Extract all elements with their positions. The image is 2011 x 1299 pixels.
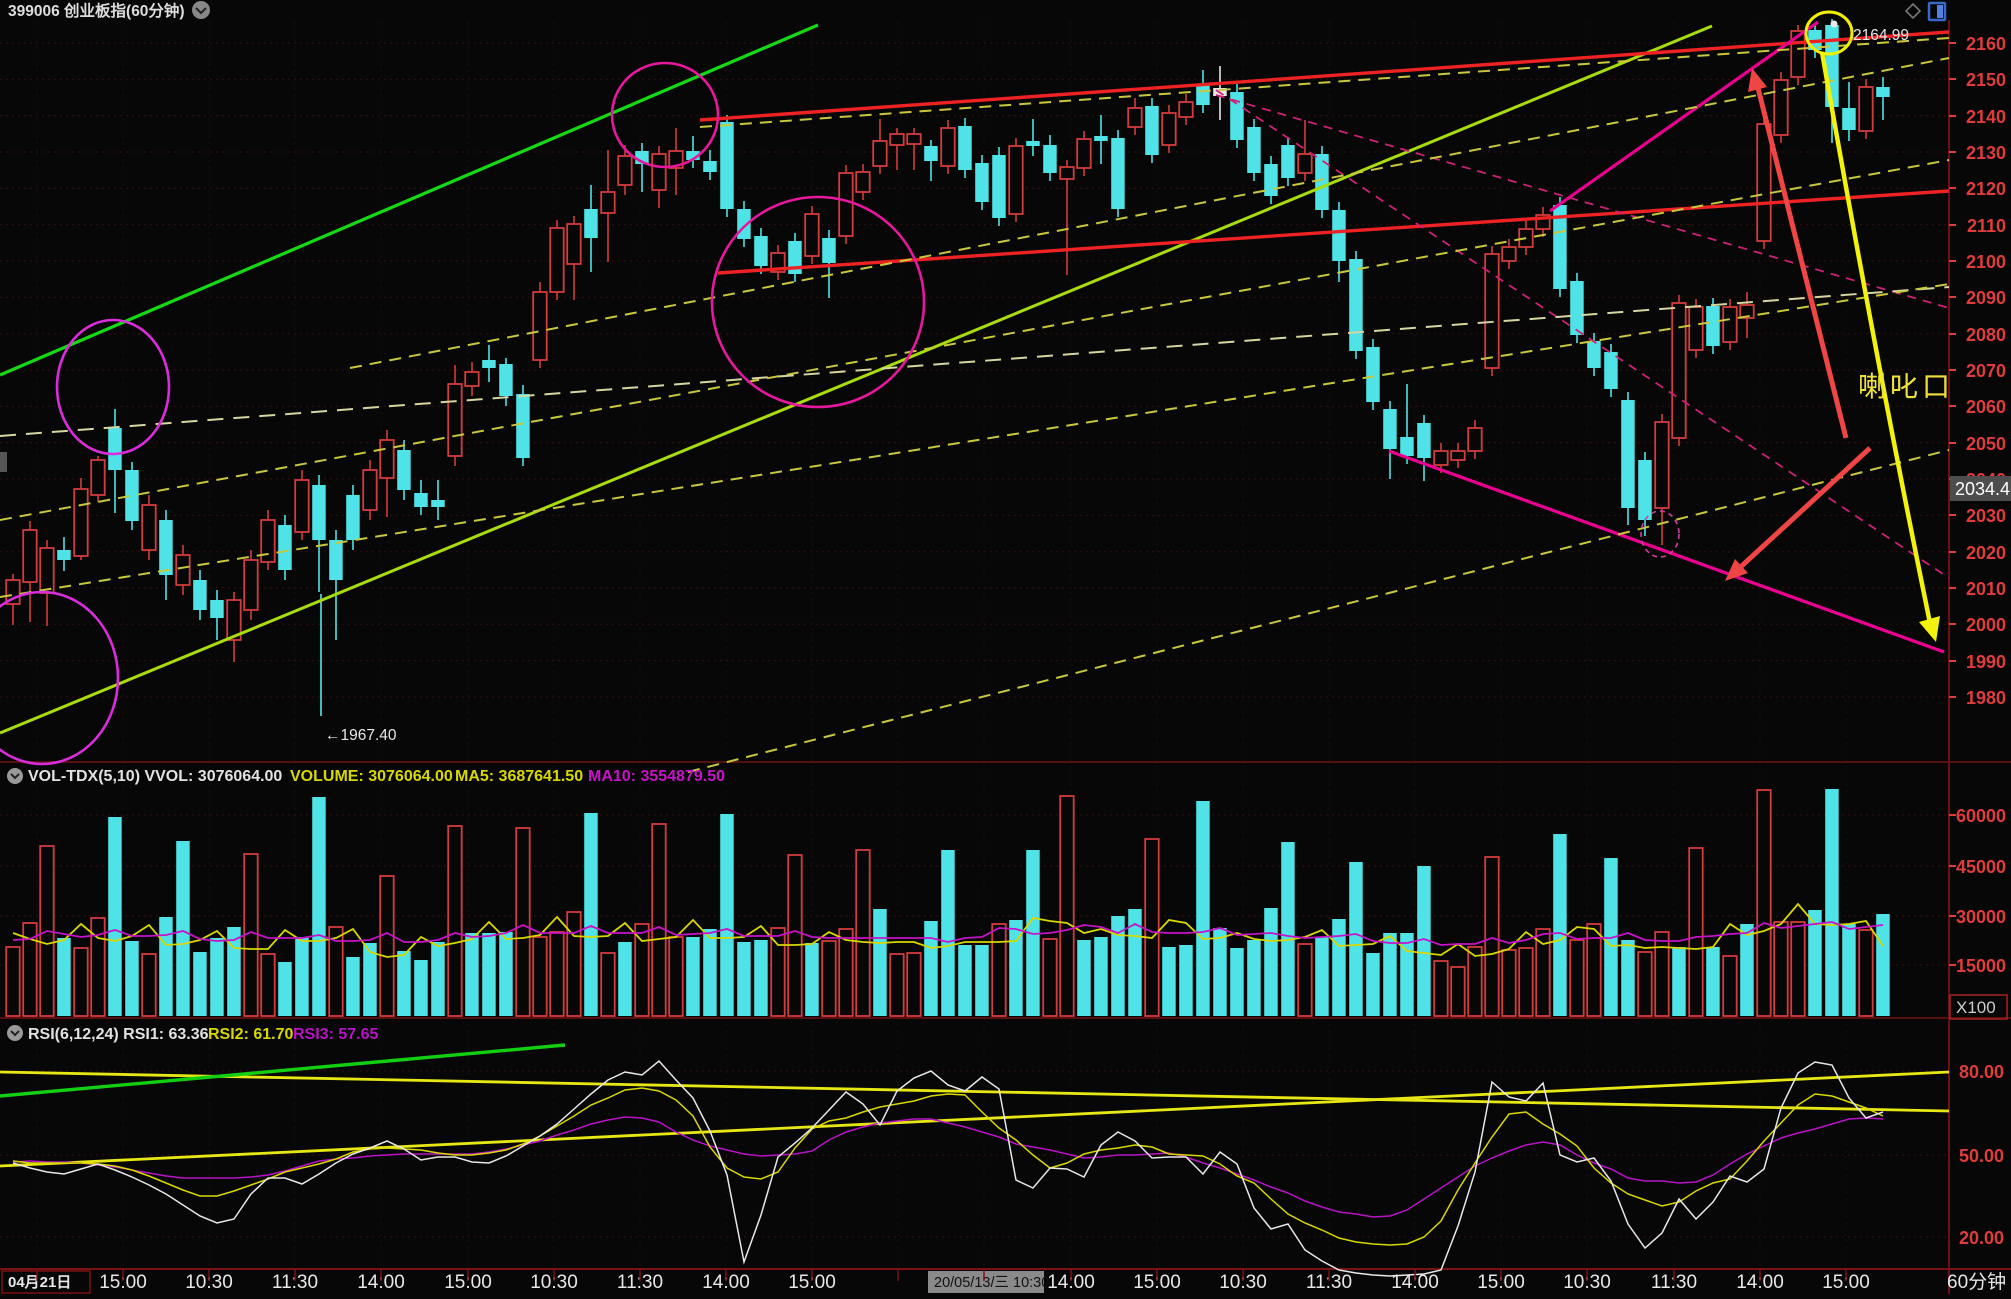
svg-text:15:00: 15:00 bbox=[788, 1272, 836, 1293]
svg-text:14:00: 14:00 bbox=[702, 1272, 750, 1293]
svg-text:←1967.40: ←1967.40 bbox=[325, 727, 397, 744]
svg-text:RSI3: 57.65: RSI3: 57.65 bbox=[293, 1026, 378, 1043]
svg-text:20/05/13/三 10:30: 20/05/13/三 10:30 bbox=[934, 1275, 1049, 1291]
svg-text:2164.99: 2164.99 bbox=[1853, 27, 1909, 44]
svg-text:2000: 2000 bbox=[1966, 615, 2006, 635]
svg-text:30000: 30000 bbox=[1956, 907, 2006, 927]
svg-text:15:00: 15:00 bbox=[1822, 1272, 1870, 1293]
svg-text:60000: 60000 bbox=[1956, 806, 2006, 826]
svg-text:1990: 1990 bbox=[1966, 652, 2006, 672]
svg-text:2070: 2070 bbox=[1966, 361, 2006, 381]
svg-text:2030: 2030 bbox=[1966, 506, 2006, 526]
svg-text:VOL-TDX(5,10) VVOL: 3076064.00: VOL-TDX(5,10) VVOL: 3076064.00 bbox=[28, 768, 282, 785]
svg-text:15:00: 15:00 bbox=[1133, 1272, 1181, 1293]
svg-text:2050: 2050 bbox=[1966, 434, 2006, 454]
svg-text:11:30: 11:30 bbox=[272, 1272, 318, 1293]
svg-text:15:00: 15:00 bbox=[1477, 1272, 1525, 1293]
svg-text:2130: 2130 bbox=[1966, 143, 2006, 163]
svg-text:14:00: 14:00 bbox=[1391, 1272, 1439, 1293]
svg-text:04月21日: 04月21日 bbox=[8, 1274, 71, 1291]
svg-text:11:30: 11:30 bbox=[1306, 1272, 1352, 1293]
svg-text:2034.4: 2034.4 bbox=[1955, 479, 2010, 499]
svg-text:VOLUME: 3076064.00: VOLUME: 3076064.00 bbox=[290, 768, 453, 785]
svg-text:1980: 1980 bbox=[1966, 688, 2006, 708]
svg-text:14:00: 14:00 bbox=[1736, 1272, 1784, 1293]
svg-text:11:30: 11:30 bbox=[1651, 1272, 1697, 1293]
svg-text:60分钟: 60分钟 bbox=[1947, 1271, 2006, 1293]
svg-text:2020: 2020 bbox=[1966, 543, 2006, 563]
svg-text:15000: 15000 bbox=[1956, 956, 2006, 976]
svg-text:RSI2: 61.70: RSI2: 61.70 bbox=[208, 1026, 293, 1043]
svg-text:11:30: 11:30 bbox=[617, 1272, 663, 1293]
svg-text:喇叱口: 喇叱口 bbox=[1858, 371, 1954, 402]
svg-text:80.00: 80.00 bbox=[1959, 1062, 2004, 1082]
svg-text:2110: 2110 bbox=[1967, 216, 2006, 236]
svg-text:14:00: 14:00 bbox=[357, 1272, 405, 1293]
svg-text:15:00: 15:00 bbox=[99, 1272, 147, 1293]
svg-text:50.00: 50.00 bbox=[1959, 1146, 2004, 1166]
svg-text:MA5: 3687641.50: MA5: 3687641.50 bbox=[455, 768, 583, 785]
svg-text:14:00: 14:00 bbox=[1047, 1272, 1095, 1293]
svg-text:2160: 2160 bbox=[1966, 34, 2006, 54]
svg-text:X100: X100 bbox=[1956, 998, 1996, 1017]
svg-text:2090: 2090 bbox=[1966, 288, 2006, 308]
svg-text:45000: 45000 bbox=[1956, 857, 2006, 877]
svg-text:399006 创业板指(60分钟): 399006 创业板指(60分钟) bbox=[8, 1, 185, 20]
svg-text:10:30: 10:30 bbox=[1563, 1272, 1611, 1293]
svg-text:2120: 2120 bbox=[1966, 179, 2006, 199]
svg-text:2060: 2060 bbox=[1966, 397, 2006, 417]
svg-text:10:30: 10:30 bbox=[1219, 1272, 1267, 1293]
svg-text:10:30: 10:30 bbox=[185, 1272, 233, 1293]
svg-text:2150: 2150 bbox=[1966, 70, 2006, 90]
svg-text:2080: 2080 bbox=[1966, 325, 2006, 345]
svg-text:10:30: 10:30 bbox=[530, 1272, 578, 1293]
svg-text:15:00: 15:00 bbox=[444, 1272, 492, 1293]
svg-text:2010: 2010 bbox=[1966, 579, 2006, 599]
svg-text:20.00: 20.00 bbox=[1959, 1228, 2004, 1248]
svg-text:RSI(6,12,24) RSI1: 63.36: RSI(6,12,24) RSI1: 63.36 bbox=[28, 1026, 209, 1043]
svg-text:2140: 2140 bbox=[1966, 107, 2006, 127]
svg-text:2100: 2100 bbox=[1966, 252, 2006, 272]
svg-text:MA10: 3554879.50: MA10: 3554879.50 bbox=[588, 768, 725, 785]
